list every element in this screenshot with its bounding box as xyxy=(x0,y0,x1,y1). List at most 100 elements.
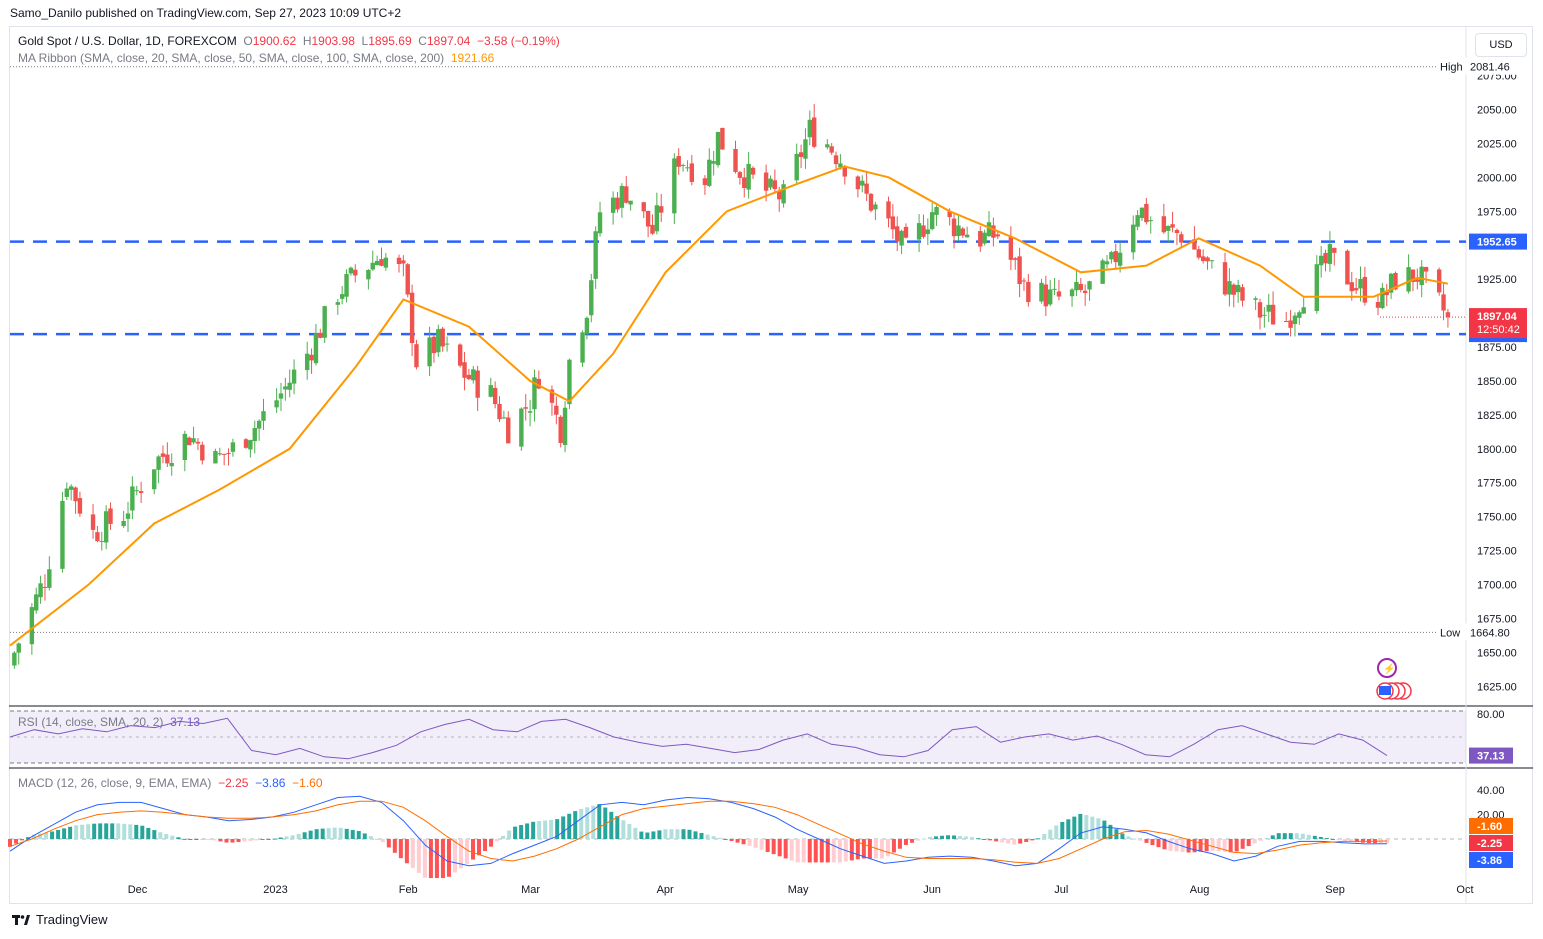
macd-histogram-bar xyxy=(831,839,836,863)
macd-histogram-bar xyxy=(152,830,157,839)
candle-body xyxy=(1205,257,1210,262)
macd-histogram-bar xyxy=(759,839,764,850)
macd-histogram-bar xyxy=(1078,813,1083,839)
macd-histogram-bar xyxy=(651,831,656,839)
candle-body xyxy=(431,336,437,354)
macd-histogram-bar xyxy=(1036,838,1041,840)
rsi-axis-label: 80.00 xyxy=(1477,709,1505,721)
candle-body xyxy=(1069,289,1075,297)
ma-legend-name[interactable]: MA Ribbon (SMA, close, 20, SMA, close, 5… xyxy=(18,51,445,65)
candle-body xyxy=(226,452,231,454)
macd-histogram-bar xyxy=(891,839,896,853)
candle-body xyxy=(130,486,135,511)
candle-body xyxy=(1200,256,1206,262)
macd-histogram-bar xyxy=(489,839,494,847)
last-price-countdown: 12:50:42 xyxy=(1477,324,1520,336)
level-price-label: 1952.65 xyxy=(1477,237,1517,249)
macd-histogram-bar xyxy=(1336,839,1341,841)
candle-body xyxy=(353,269,358,276)
candle-body xyxy=(855,176,861,190)
macd-histogram-bar xyxy=(140,825,145,839)
macd-histogram-bar xyxy=(813,839,818,863)
macd-histogram-bar xyxy=(513,826,518,839)
candle-body xyxy=(1048,289,1053,305)
candle-body xyxy=(1332,247,1337,253)
candle-body xyxy=(121,521,126,527)
candle-body xyxy=(60,500,65,569)
macd-legend-name[interactable]: MACD (12, 26, close, 9, EMA, EMA) xyxy=(18,776,212,790)
candle-body xyxy=(1026,281,1031,303)
change-value: −3.58 (−0.19%) xyxy=(477,34,560,48)
macd-histogram-bar xyxy=(1246,839,1251,847)
candle-body xyxy=(951,218,957,237)
candle-body xyxy=(191,438,196,443)
candle-body xyxy=(1318,255,1324,266)
candle-body xyxy=(720,127,725,150)
candle-body xyxy=(213,450,218,464)
macd-histogram-bar xyxy=(994,839,999,842)
candle-body xyxy=(1393,272,1398,290)
candle-body xyxy=(396,257,402,265)
symbol-title[interactable]: Gold Spot / U.S. Dollar, 1D, FOREXCOM xyxy=(18,34,237,48)
candle-body xyxy=(558,416,563,443)
candle-body xyxy=(886,201,891,219)
candle-body xyxy=(825,144,830,148)
macd-histogram-bar xyxy=(909,839,914,843)
macd-histogram-bar xyxy=(777,839,782,857)
macd-histogram-bar xyxy=(915,839,920,841)
macd-histogram-bar xyxy=(44,832,49,839)
macd-histogram-bar xyxy=(795,839,800,863)
macd-value-label: -1.60 xyxy=(1477,821,1502,833)
candle-body xyxy=(650,224,655,234)
candle-body xyxy=(798,152,804,158)
candle-body xyxy=(1323,252,1328,264)
macd-histogram-bar xyxy=(92,823,97,839)
candle-body xyxy=(641,202,646,212)
macd-histogram-bar xyxy=(1048,829,1053,839)
candle-body xyxy=(278,393,284,399)
macd-histogram-bar xyxy=(1228,839,1233,853)
candle-body xyxy=(95,532,100,542)
macd-histogram-bar xyxy=(338,827,343,839)
currency-button[interactable]: USD xyxy=(1475,33,1527,57)
candle-body xyxy=(768,178,773,188)
candle-body xyxy=(409,292,415,343)
candle-body xyxy=(374,260,380,266)
candle-body xyxy=(523,407,528,409)
macd-histogram-bar xyxy=(128,824,133,839)
macd-histogram-bar xyxy=(1192,839,1197,853)
macd-histogram-bar xyxy=(789,839,794,861)
candle-body xyxy=(1117,252,1123,266)
candle-body xyxy=(1362,276,1368,303)
candle-body xyxy=(615,197,620,210)
candle-body xyxy=(497,403,502,420)
macd-histogram-bar xyxy=(573,811,578,839)
macd-histogram-bar xyxy=(206,839,211,840)
macd-histogram-bar xyxy=(861,839,866,859)
time-axis-label: Feb xyxy=(399,884,418,896)
macd-histogram-bar xyxy=(164,834,169,839)
macd-histogram-bar xyxy=(1222,839,1227,852)
macd-histogram-bar xyxy=(699,832,704,839)
candle-body xyxy=(659,206,664,213)
candle-body xyxy=(230,442,236,452)
macd-histogram-bar xyxy=(1318,836,1323,839)
macd-histogram-bar xyxy=(1108,824,1113,839)
rsi-legend-name[interactable]: RSI (14, close, SMA, 20, 2) xyxy=(18,715,164,729)
candle-body xyxy=(38,583,43,598)
macd-histogram-bar xyxy=(212,839,217,841)
macd-histogram-bar xyxy=(1060,821,1065,839)
macd-histogram-bar xyxy=(1162,839,1167,850)
candle-body xyxy=(1375,301,1381,308)
macd-histogram-bar xyxy=(1312,835,1317,839)
candle-body xyxy=(610,197,616,213)
candle-body xyxy=(750,167,756,175)
high-marker-label: High xyxy=(1440,62,1463,74)
macd-histogram-bar xyxy=(134,824,139,839)
time-axis-label: Sep xyxy=(1325,884,1345,896)
candle-body xyxy=(1235,284,1241,293)
candle-body xyxy=(313,333,319,364)
candle-body xyxy=(414,344,419,368)
macd-histogram-bar xyxy=(38,833,43,839)
